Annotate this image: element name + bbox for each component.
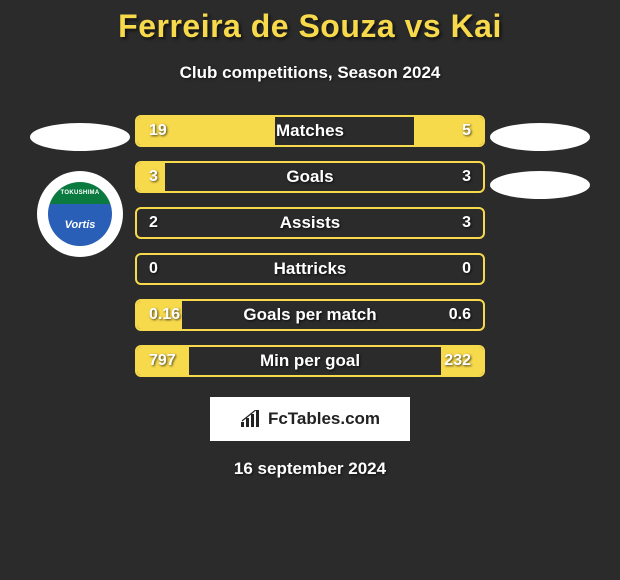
bar-label: Goals per match [137, 305, 483, 325]
stats-bars: 19 Matches 5 3 Goals 3 2 Assists 3 [135, 115, 485, 377]
stat-bar: 797 Min per goal 232 [135, 345, 485, 377]
left-player-col: TOKUSHIMA Vortis [25, 115, 135, 257]
player-photo-placeholder [30, 123, 130, 151]
bar-right-value: 232 [444, 352, 471, 370]
bar-label: Min per goal [137, 351, 483, 371]
stat-bar: 19 Matches 5 [135, 115, 485, 147]
bar-right-value: 0 [462, 260, 471, 278]
club-logo-top-text: TOKUSHIMA [61, 190, 100, 196]
chart-icon [240, 410, 262, 428]
stat-bar: 3 Goals 3 [135, 161, 485, 193]
brand-box: FcTables.com [210, 397, 410, 441]
bar-right-value: 3 [462, 214, 471, 232]
brand-text: FcTables.com [268, 409, 380, 429]
player-photo-placeholder [490, 123, 590, 151]
bar-right-value: 5 [462, 122, 471, 140]
page-subtitle: Club competitions, Season 2024 [0, 63, 620, 83]
club-logo-placeholder [490, 171, 590, 199]
bar-label: Assists [137, 213, 483, 233]
club-logo-bottom-text: Vortis [65, 219, 96, 231]
club-logo: TOKUSHIMA Vortis [37, 171, 123, 257]
content-row: TOKUSHIMA Vortis 19 Matches 5 3 [0, 115, 620, 377]
date-text: 16 september 2024 [0, 459, 620, 479]
bar-right-value: 0.6 [449, 306, 471, 324]
bar-label: Goals [137, 167, 483, 187]
bar-right-value: 3 [462, 168, 471, 186]
stat-bar: 0 Hattricks 0 [135, 253, 485, 285]
comparison-infographic: Ferreira de Souza vs Kai Club competitio… [0, 0, 620, 479]
club-logo-inner: TOKUSHIMA Vortis [48, 182, 112, 246]
right-player-col [485, 115, 595, 199]
bar-label: Matches [137, 121, 483, 141]
club-logo-top: TOKUSHIMA [48, 182, 112, 204]
bar-label: Hattricks [137, 259, 483, 279]
stat-bar: 0.16 Goals per match 0.6 [135, 299, 485, 331]
page-title: Ferreira de Souza vs Kai [0, 8, 620, 45]
stat-bar: 2 Assists 3 [135, 207, 485, 239]
club-logo-bottom: Vortis [48, 204, 112, 246]
